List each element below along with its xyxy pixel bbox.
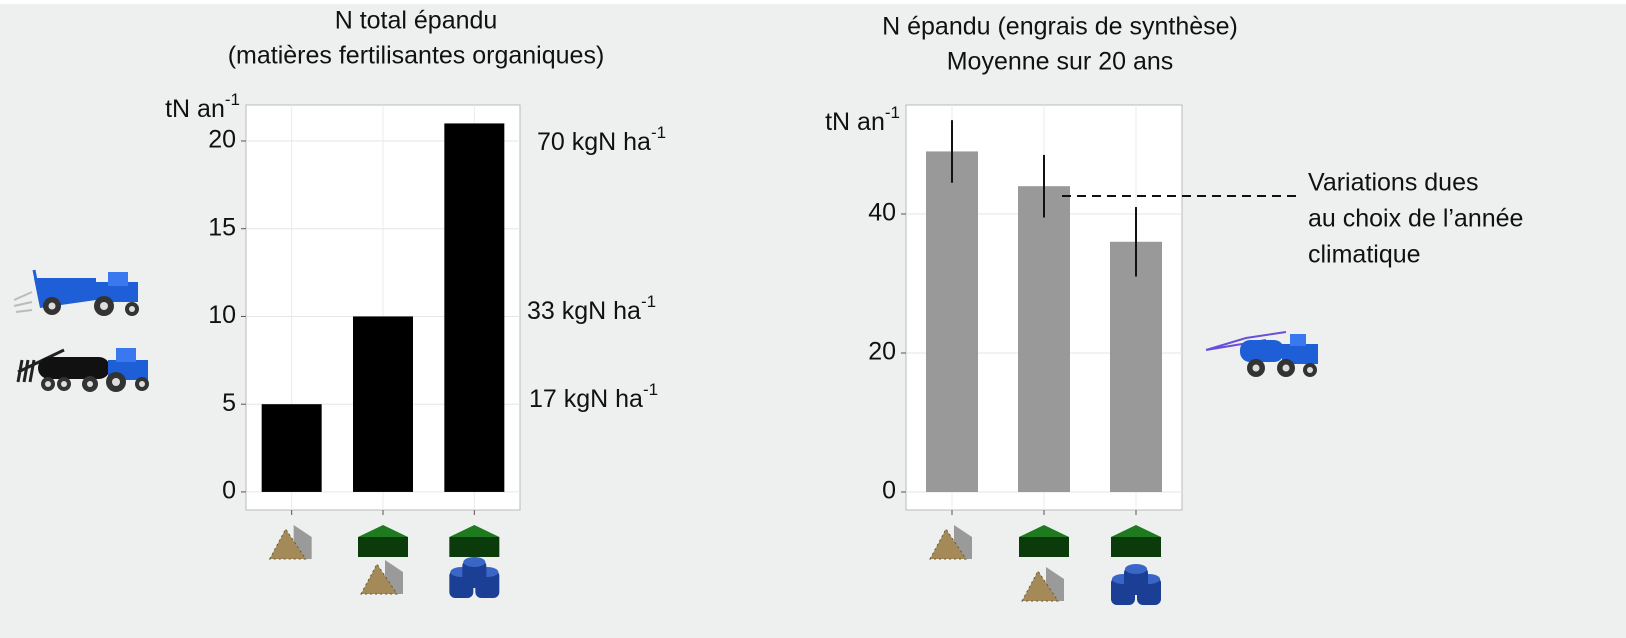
annotation-main: 70 kgN ha	[537, 128, 651, 156]
bar	[353, 316, 413, 491]
annotation: au choix de l’année	[1308, 205, 1523, 233]
chart-title: N épandu (engrais de synthèse)	[882, 13, 1238, 41]
bar	[1018, 186, 1070, 492]
icon-digester	[1111, 537, 1161, 557]
chart-subtitle: (matières fertilisantes organiques)	[228, 42, 605, 70]
annotation-main: 33 kgN ha	[527, 297, 641, 325]
bar	[444, 123, 504, 492]
bar	[1110, 242, 1162, 492]
y-axis-label-sup: -1	[885, 103, 900, 122]
y-tick-label: 15	[208, 213, 236, 241]
annotation-sup: -1	[643, 380, 658, 399]
y-axis-label-main: tN an	[165, 95, 225, 123]
annotation-sup: -1	[641, 292, 656, 311]
annotation: Variations dues	[1308, 169, 1478, 197]
icon-digester	[449, 537, 499, 557]
annotation: 17 kgN ha-1	[529, 380, 658, 412]
y-tick-label: 20	[868, 338, 896, 366]
annotation: 70 kgN ha-1	[537, 123, 666, 155]
chart-subtitle: Moyenne sur 20 ans	[947, 48, 1174, 76]
icon-digester	[358, 537, 408, 557]
icon-barrel-top	[1125, 564, 1147, 574]
y-axis-label-main: tN an	[825, 108, 885, 136]
y-tick-label: 0	[882, 477, 896, 505]
annotation: climatique	[1308, 241, 1421, 269]
chart-title: N total épandu	[335, 7, 498, 35]
annotation: 33 kgN ha-1	[527, 292, 656, 324]
icon-barrel-top	[463, 557, 485, 567]
background	[0, 4, 1626, 638]
y-tick-label: 10	[208, 301, 236, 329]
annotation-main: 17 kgN ha	[529, 385, 643, 413]
page: N total épandu (matières fertilisantes or…	[0, 0, 1626, 638]
y-tick-label: 5	[222, 389, 236, 417]
y-tick-label: 0	[222, 477, 236, 505]
y-tick-label: 20	[208, 126, 236, 154]
icon-digester	[1019, 537, 1069, 557]
bar	[926, 151, 978, 492]
annotation-sup: -1	[651, 123, 666, 142]
y-axis-label-sup: -1	[225, 90, 240, 109]
y-tick-label: 40	[868, 199, 896, 227]
chart: N total épandu (matières fertilisantes or…	[0, 0, 1626, 638]
bar	[262, 404, 322, 492]
